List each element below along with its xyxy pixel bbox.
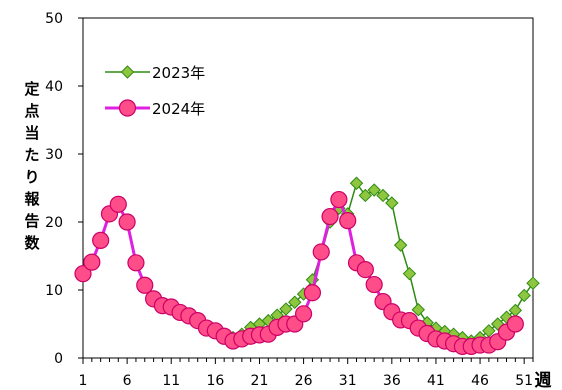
data-point (393, 238, 408, 252)
x-axis: 1 6 11 16 21 26 31 36 41 46 51 (79, 358, 534, 389)
legend-item-2023: 2023年 (105, 64, 205, 82)
y-axis-label-char: 報 (24, 190, 40, 208)
data-point (74, 265, 92, 283)
data-point (312, 243, 330, 261)
y-tick-label: 50 (45, 11, 63, 27)
x-tick-label: 46 (471, 373, 489, 389)
data-point (136, 276, 154, 294)
data-point (356, 261, 374, 279)
data-point (376, 188, 390, 203)
data-point (358, 188, 373, 203)
legend: 2023年 2024年 (105, 64, 205, 118)
y-tick-label: 10 (45, 283, 63, 299)
x-tick-label: 16 (206, 373, 224, 389)
data-point (365, 275, 383, 294)
x-tick-label: 6 (123, 373, 132, 389)
y-axis-label-char: 定 (24, 80, 39, 98)
x-tick-label: 41 (427, 373, 445, 389)
x-tick-label: 36 (383, 373, 401, 389)
data-point (385, 196, 399, 210)
data-point (118, 213, 136, 231)
data-point (402, 266, 417, 281)
data-point (288, 295, 302, 309)
y-axis-label-char: り (24, 168, 39, 186)
data-point (517, 288, 531, 303)
y-axis-label-char: た (24, 146, 39, 164)
data-point (109, 195, 127, 213)
data-point (294, 305, 313, 323)
y-axis-label-char: 告 (24, 212, 39, 230)
y-tick-label: 0 (54, 351, 63, 367)
x-tick-label: 31 (339, 373, 357, 389)
series-2024 (74, 190, 524, 356)
y-axis-label-char: 数 (24, 234, 40, 252)
legend-marker (120, 65, 135, 79)
legend-marker (118, 99, 137, 117)
x-tick-label: 11 (162, 373, 180, 389)
x-tick-label: 1 (79, 373, 88, 389)
data-point (330, 190, 348, 209)
data-point (526, 276, 540, 290)
data-point (367, 183, 381, 197)
y-tick-label: 30 (45, 147, 63, 163)
data-point (349, 176, 364, 190)
x-tick-label: 51 (515, 373, 533, 389)
y-axis: 0 10 20 30 40 50 (45, 11, 83, 367)
data-point (83, 253, 101, 271)
y-tick-label: 40 (45, 79, 63, 95)
data-point (92, 231, 110, 249)
data-point (127, 254, 145, 272)
legend-label: 2023年 (152, 64, 205, 82)
y-axis-label-char: 点 (24, 102, 39, 120)
data-point (506, 315, 524, 333)
y-tick-label: 20 (45, 215, 63, 231)
x-tick-label: 21 (251, 373, 269, 389)
x-axis-unit: 週 (535, 371, 552, 390)
series-layer (74, 176, 540, 356)
legend-label: 2024年 (152, 100, 205, 118)
data-point (411, 303, 426, 317)
x-tick-label: 26 (295, 373, 313, 389)
data-point (339, 212, 357, 230)
data-point (279, 302, 293, 316)
data-point (321, 207, 339, 226)
legend-item-2024: 2024年 (105, 99, 205, 118)
data-point (303, 284, 322, 302)
y-axis-label-char: 当 (24, 124, 39, 142)
